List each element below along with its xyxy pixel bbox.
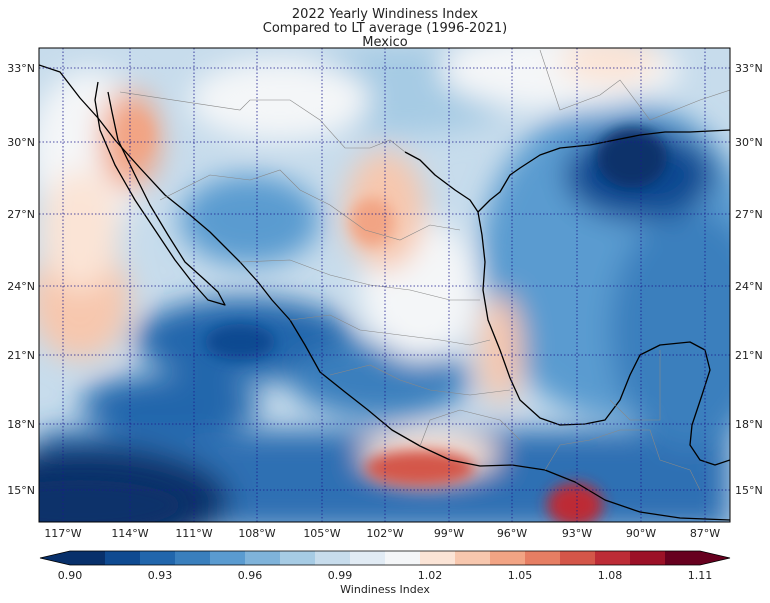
lat-label: 27°N [7, 208, 35, 221]
lat-label: 15°N [735, 484, 763, 497]
lat-label: 33°N [735, 62, 763, 75]
colorbar-swatch [70, 551, 106, 565]
lat-label: 30°N [735, 136, 763, 149]
anomaly-peaks [39, 115, 667, 522]
title-line-1: 2022 Yearly Windiness Index [292, 7, 478, 22]
lon-label: 96°W [497, 527, 527, 540]
colorbar-swatch [455, 551, 491, 565]
colorbar-tick-label: 0.96 [238, 569, 263, 582]
coastlines [39, 64, 730, 521]
lat-axis-labels-left: 33°N 30°N 27°N 24°N 21°N 18°N 15°N [7, 62, 35, 497]
lon-label: 105°W [303, 527, 340, 540]
map-frame [38, 47, 731, 523]
lon-label: 114°W [111, 527, 148, 540]
title-line-3: Mexico [362, 35, 407, 50]
colorbar-extend-low [40, 551, 70, 565]
colorbar-tick-label: 1.11 [688, 569, 713, 582]
lon-label: 87°W [690, 527, 720, 540]
colorbar-swatch [140, 551, 176, 565]
colorbar-tick-label: 1.05 [508, 569, 533, 582]
colorbar-swatch [420, 551, 456, 565]
lat-label: 24°N [7, 280, 35, 293]
colorbar-frame [39, 550, 731, 566]
colorbar-swatch [385, 551, 421, 565]
lat-label: 15°N [7, 484, 35, 497]
colorbar-tick-labels: 0.90 0.93 0.96 0.99 1.02 1.05 1.08 1.11 [58, 569, 713, 582]
colorbar-swatch [245, 551, 281, 565]
lat-label: 30°N [7, 136, 35, 149]
lon-label: 102°W [366, 527, 403, 540]
colorbar-label: Windiness Index [340, 583, 430, 596]
colorbar-tick-label: 0.90 [58, 569, 83, 582]
lat-label: 21°N [7, 349, 35, 362]
lon-label: 90°W [626, 527, 656, 540]
lon-axis-labels: 117°W 114°W 111°W 108°W 105°W 102°W 99°W… [44, 527, 720, 540]
lat-label: 18°N [7, 418, 35, 431]
map-field [39, 48, 730, 522]
colorbar-swatch [315, 551, 351, 565]
colorbar-tick-label: 0.99 [328, 569, 353, 582]
colorbar-swatch [105, 551, 141, 565]
lat-label: 24°N [735, 280, 763, 293]
lat-label: 33°N [7, 62, 35, 75]
lat-label: 27°N [735, 208, 763, 221]
lon-label: 111°W [175, 527, 212, 540]
colorbar-tick-label: 1.02 [418, 569, 443, 582]
colorbar-swatch [525, 551, 561, 565]
lon-label: 117°W [44, 527, 81, 540]
colorbar-swatch [210, 551, 246, 565]
colorbar-swatches [39, 550, 731, 566]
colorbar-swatch [630, 551, 666, 565]
colorbar-swatch [490, 551, 526, 565]
lat-axis-labels-right: 33°N 30°N 27°N 24°N 21°N 18°N 15°N [735, 62, 763, 497]
colorbar: 0.90 0.93 0.96 0.99 1.02 1.05 1.08 1.11 Windine… [39, 550, 731, 596]
lon-label: 99°W [434, 527, 464, 540]
title-line-2: Compared to LT average (1996-2021) [263, 21, 507, 36]
colorbar-tick-label: 0.93 [148, 569, 173, 582]
colorbar-swatch [595, 551, 631, 565]
colorbar-swatch [665, 551, 701, 565]
colorbar-swatch [560, 551, 596, 565]
lon-label: 93°W [562, 527, 592, 540]
borders [119, 49, 730, 491]
colorbar-extend-high [700, 551, 730, 565]
colorbar-swatch [280, 551, 316, 565]
colorbar-swatch [175, 551, 211, 565]
colorbar-swatch [350, 551, 386, 565]
colorbar-tick-label: 1.08 [598, 569, 623, 582]
lat-label: 18°N [735, 418, 763, 431]
lat-label: 21°N [735, 349, 763, 362]
lon-label: 108°W [238, 527, 275, 540]
